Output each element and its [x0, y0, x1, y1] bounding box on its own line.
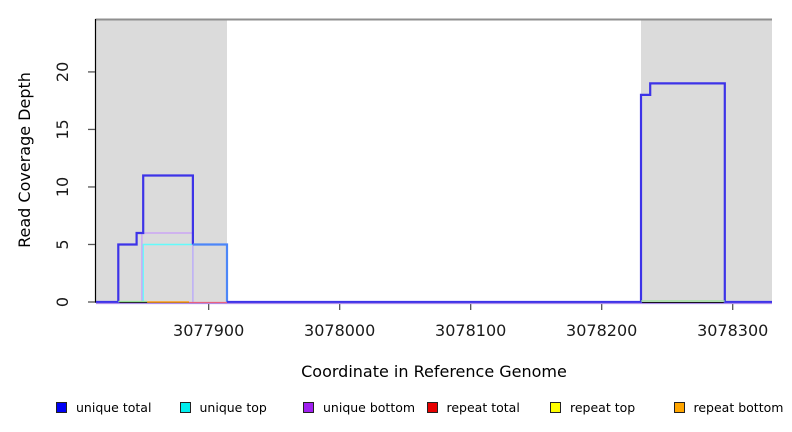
x-tick-label: 3078200	[566, 321, 637, 340]
series-unique-total-left-hump	[96, 174, 194, 304]
legend-item-unique-top: unique top	[179, 398, 304, 416]
chart-series-layer	[96, 82, 772, 305]
legend-item-repeat-top: repeat top	[550, 398, 674, 416]
legend-swatch-unique-top	[179, 401, 191, 413]
shaded-region-right	[640, 19, 772, 302]
legend-label-repeat-total: repeat total	[446, 399, 520, 415]
chart-background-layer	[95, 18, 772, 302]
y-tick-label: 5	[53, 239, 72, 249]
legend-swatch-repeat-top	[550, 401, 561, 413]
chart-legend: unique total unique top unique bottom repea…	[56, 398, 792, 416]
legend-item-repeat-total: repeat total	[426, 398, 551, 416]
shaded-region-left	[96, 19, 228, 302]
y-tick-label: 0	[53, 297, 72, 307]
legend-label-unique-top: unique top	[199, 399, 267, 415]
series-unique-bottom	[141, 232, 194, 302]
x-axis-title: Coordinate in Reference Genome	[301, 362, 567, 381]
legend-swatch-repeat-total	[426, 401, 438, 413]
series-unique-total-mid-plateau	[192, 243, 229, 302]
y-tick-label: 20	[53, 62, 72, 82]
legend-item-unique-bottom: unique bottom	[303, 398, 427, 416]
y-axis-title: Read Coverage Depth	[15, 72, 34, 248]
x-tick-label: 3077900	[173, 321, 244, 340]
chart-axes-layer: 0 5 10 15 20 3077900 3078000 3078100 3078200 3078…	[53, 19, 772, 340]
legend-swatch-unique-total	[56, 401, 67, 413]
x-tick-label: 3078000	[304, 321, 375, 340]
legend-swatch-unique-bottom	[303, 401, 314, 413]
legend-label-unique-total: unique total	[76, 399, 152, 415]
legend-label-repeat-top: repeat top	[570, 399, 636, 415]
series-unique-total-right-block	[227, 82, 772, 304]
x-tick-label: 3078300	[697, 321, 768, 340]
y-tick-label: 15	[53, 119, 72, 139]
legend-label-repeat-bottom: repeat bottom	[693, 399, 784, 415]
legend-swatch-repeat-bottom	[673, 401, 685, 413]
x-tick-label: 3078100	[435, 321, 506, 340]
y-tick-label: 10	[53, 177, 72, 197]
legend-item-unique-total: unique total	[56, 398, 180, 416]
legend-label-unique-bottom: unique bottom	[323, 399, 416, 415]
legend-item-repeat-bottom: repeat bottom	[673, 398, 792, 416]
